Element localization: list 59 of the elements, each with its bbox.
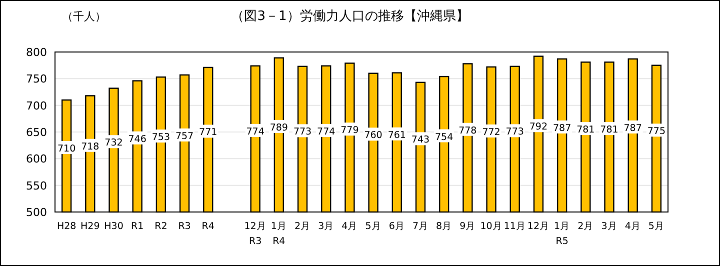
x-tick-label: 3月 xyxy=(318,221,334,232)
data-label: 775 xyxy=(647,126,666,138)
x-tick-label: 9月 xyxy=(460,221,476,232)
data-label: 773 xyxy=(506,126,524,138)
data-label: 710 xyxy=(57,144,76,154)
x-tick-label: R3 xyxy=(178,221,191,232)
data-label: 743 xyxy=(411,134,430,146)
data-label: 787 xyxy=(552,122,572,134)
data-label: 732 xyxy=(104,138,123,149)
x-tick-label: 8月 xyxy=(436,221,452,232)
data-label: 772 xyxy=(482,126,500,138)
data-label: 789 xyxy=(270,122,288,134)
x-tick-label: 5月 xyxy=(648,221,664,232)
x-tick-label: 4月 xyxy=(624,221,641,232)
x-tick-label: 12月 R3 xyxy=(244,221,266,247)
x-tick-label: R1 xyxy=(131,221,144,232)
x-tick-label: R2 xyxy=(154,221,168,232)
y-axis-title: （千人） xyxy=(62,10,106,23)
y-tick-label: 750 xyxy=(26,72,47,86)
x-tick-label: 5月 xyxy=(365,221,382,232)
data-label: 761 xyxy=(388,130,406,141)
data-label: 781 xyxy=(600,124,618,136)
x-tick-label: 6月 xyxy=(388,221,405,232)
y-tick-label: 800 xyxy=(26,46,47,59)
x-tick-label: 11月 xyxy=(504,221,526,232)
x-tick-label: R4 xyxy=(202,221,214,232)
data-label: 773 xyxy=(293,126,312,138)
data-label: 792 xyxy=(529,122,548,133)
x-tick-label: 2月 xyxy=(578,221,594,232)
x-tick-label: 2月 xyxy=(294,221,311,232)
y-tick-label: 650 xyxy=(26,126,47,139)
y-tick-label: 700 xyxy=(26,99,47,112)
x-tick-label: 10月 xyxy=(480,221,502,232)
x-tick-label: 1月 R5 xyxy=(554,221,570,247)
data-label: 774 xyxy=(246,126,264,138)
y-tick-label: 500 xyxy=(26,206,47,219)
x-tick-label: H29 xyxy=(80,221,100,232)
data-label: 757 xyxy=(175,130,194,142)
y-tick-label: 550 xyxy=(26,179,47,192)
data-label: 774 xyxy=(317,126,336,138)
y-tick-label: 600 xyxy=(26,152,47,166)
x-tick-label: 4月 xyxy=(342,221,358,232)
chart-title: （図3－1）労働力人口の推移【沖縄県】 xyxy=(231,9,469,24)
x-tick-label: 3月 xyxy=(601,221,618,232)
data-label: 787 xyxy=(624,122,642,134)
data-label: 778 xyxy=(458,125,477,136)
data-label: 754 xyxy=(435,132,454,143)
x-tick-label: H30 xyxy=(104,221,124,232)
data-label: 718 xyxy=(81,141,100,152)
data-label: 760 xyxy=(364,130,382,142)
data-label: 781 xyxy=(576,124,595,136)
data-label: 753 xyxy=(152,132,170,144)
x-tick-label: 12月 xyxy=(527,221,550,232)
x-tick-label: H28 xyxy=(56,221,76,232)
x-tick-label: 7月 xyxy=(412,221,429,232)
data-label: 746 xyxy=(128,134,146,145)
data-label: 779 xyxy=(340,125,359,136)
x-tick-label: 1月 R4 xyxy=(270,221,287,247)
data-label: 771 xyxy=(199,127,218,138)
